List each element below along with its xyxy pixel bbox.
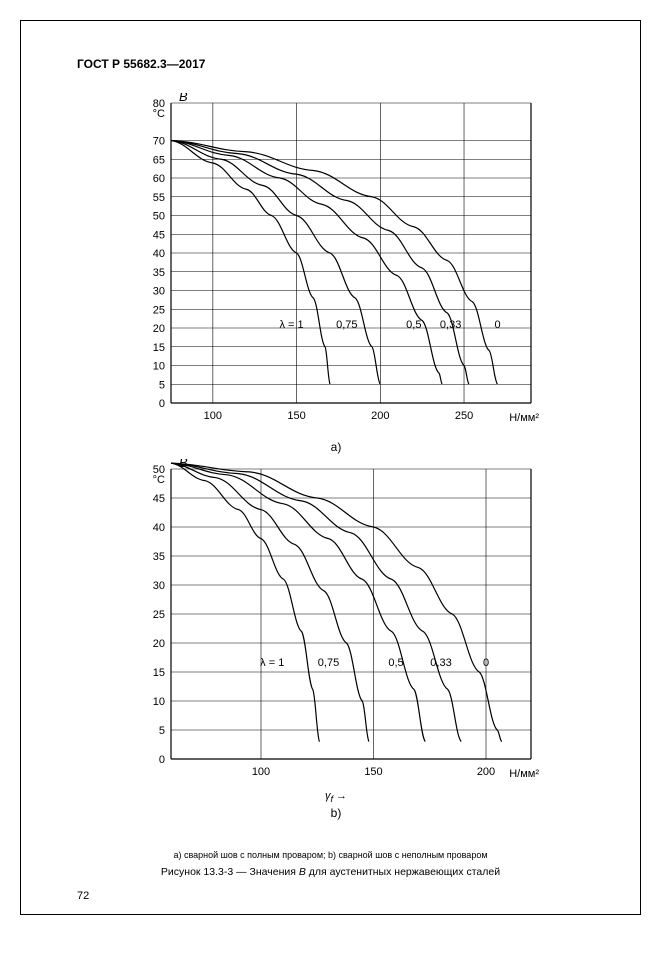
- chart-a: 051015202530354045505560657080°CB1001502…: [121, 93, 551, 454]
- svg-text:55: 55: [153, 192, 165, 204]
- svg-text:0: 0: [159, 398, 165, 410]
- svg-text:25: 25: [153, 304, 165, 316]
- svg-text:0,75: 0,75: [336, 319, 357, 331]
- svg-text:50: 50: [153, 211, 165, 223]
- page-number: 72: [77, 890, 89, 902]
- svg-text:70: 70: [153, 136, 165, 148]
- svg-text:5: 5: [159, 725, 165, 737]
- svg-text:°C: °C: [153, 108, 165, 120]
- svg-text:20: 20: [153, 323, 165, 335]
- svg-text:250: 250: [455, 410, 473, 422]
- svg-text:B: B: [179, 93, 188, 104]
- svg-text:°C: °C: [153, 474, 165, 486]
- chart-b-sublabel: b): [121, 806, 551, 820]
- footnote: a) сварной шов с полным проваром; b) сва…: [21, 850, 640, 860]
- svg-text:35: 35: [153, 267, 165, 279]
- svg-text:100: 100: [252, 766, 270, 778]
- chart-a-sublabel: a): [121, 440, 551, 454]
- svg-text:40: 40: [153, 522, 165, 534]
- svg-text:0,5: 0,5: [406, 319, 421, 331]
- svg-text:Н/мм²: Н/мм²: [509, 768, 539, 780]
- svg-text:0,33: 0,33: [430, 657, 451, 669]
- svg-text:60: 60: [153, 173, 165, 185]
- svg-text:λ = 1: λ = 1: [260, 657, 284, 669]
- svg-text:0,75: 0,75: [318, 657, 339, 669]
- page: ГОСТ Р 55682.3—2017 05101520253035404550…: [20, 20, 641, 915]
- svg-text:40: 40: [153, 248, 165, 260]
- svg-text:30: 30: [153, 580, 165, 592]
- svg-text:25: 25: [153, 609, 165, 621]
- svg-text:200: 200: [477, 766, 495, 778]
- svg-text:200: 200: [371, 410, 389, 422]
- svg-text:0: 0: [494, 319, 500, 331]
- svg-text:10: 10: [153, 361, 165, 373]
- svg-text:45: 45: [153, 229, 165, 241]
- gamma-label: γf →: [121, 790, 551, 804]
- svg-text:15: 15: [153, 342, 165, 354]
- doc-header: ГОСТ Р 55682.3—2017: [77, 57, 205, 71]
- svg-text:65: 65: [153, 154, 165, 166]
- svg-text:150: 150: [287, 410, 305, 422]
- svg-text:0,33: 0,33: [440, 319, 461, 331]
- svg-text:0: 0: [159, 754, 165, 766]
- svg-text:100: 100: [204, 410, 222, 422]
- svg-text:30: 30: [153, 286, 165, 298]
- figure-caption: Рисунок 13.3-3 — Значения B для аустенит…: [21, 866, 640, 878]
- svg-text:15: 15: [153, 667, 165, 679]
- svg-text:5: 5: [159, 379, 165, 391]
- chart-b-svg: 05101520253035404550°CB100150200Н/мм²λ =…: [121, 459, 551, 789]
- svg-text:150: 150: [364, 766, 382, 778]
- svg-text:10: 10: [153, 696, 165, 708]
- svg-text:0: 0: [483, 657, 489, 669]
- chart-b: 05101520253035404550°CB100150200Н/мм²λ =…: [121, 459, 551, 820]
- svg-text:35: 35: [153, 551, 165, 563]
- svg-text:λ = 1: λ = 1: [279, 319, 303, 331]
- chart-a-svg: 051015202530354045505560657080°CB1001502…: [121, 93, 551, 433]
- svg-text:0,5: 0,5: [388, 657, 403, 669]
- svg-text:20: 20: [153, 638, 165, 650]
- svg-text:45: 45: [153, 493, 165, 505]
- svg-text:Н/мм²: Н/мм²: [509, 412, 539, 424]
